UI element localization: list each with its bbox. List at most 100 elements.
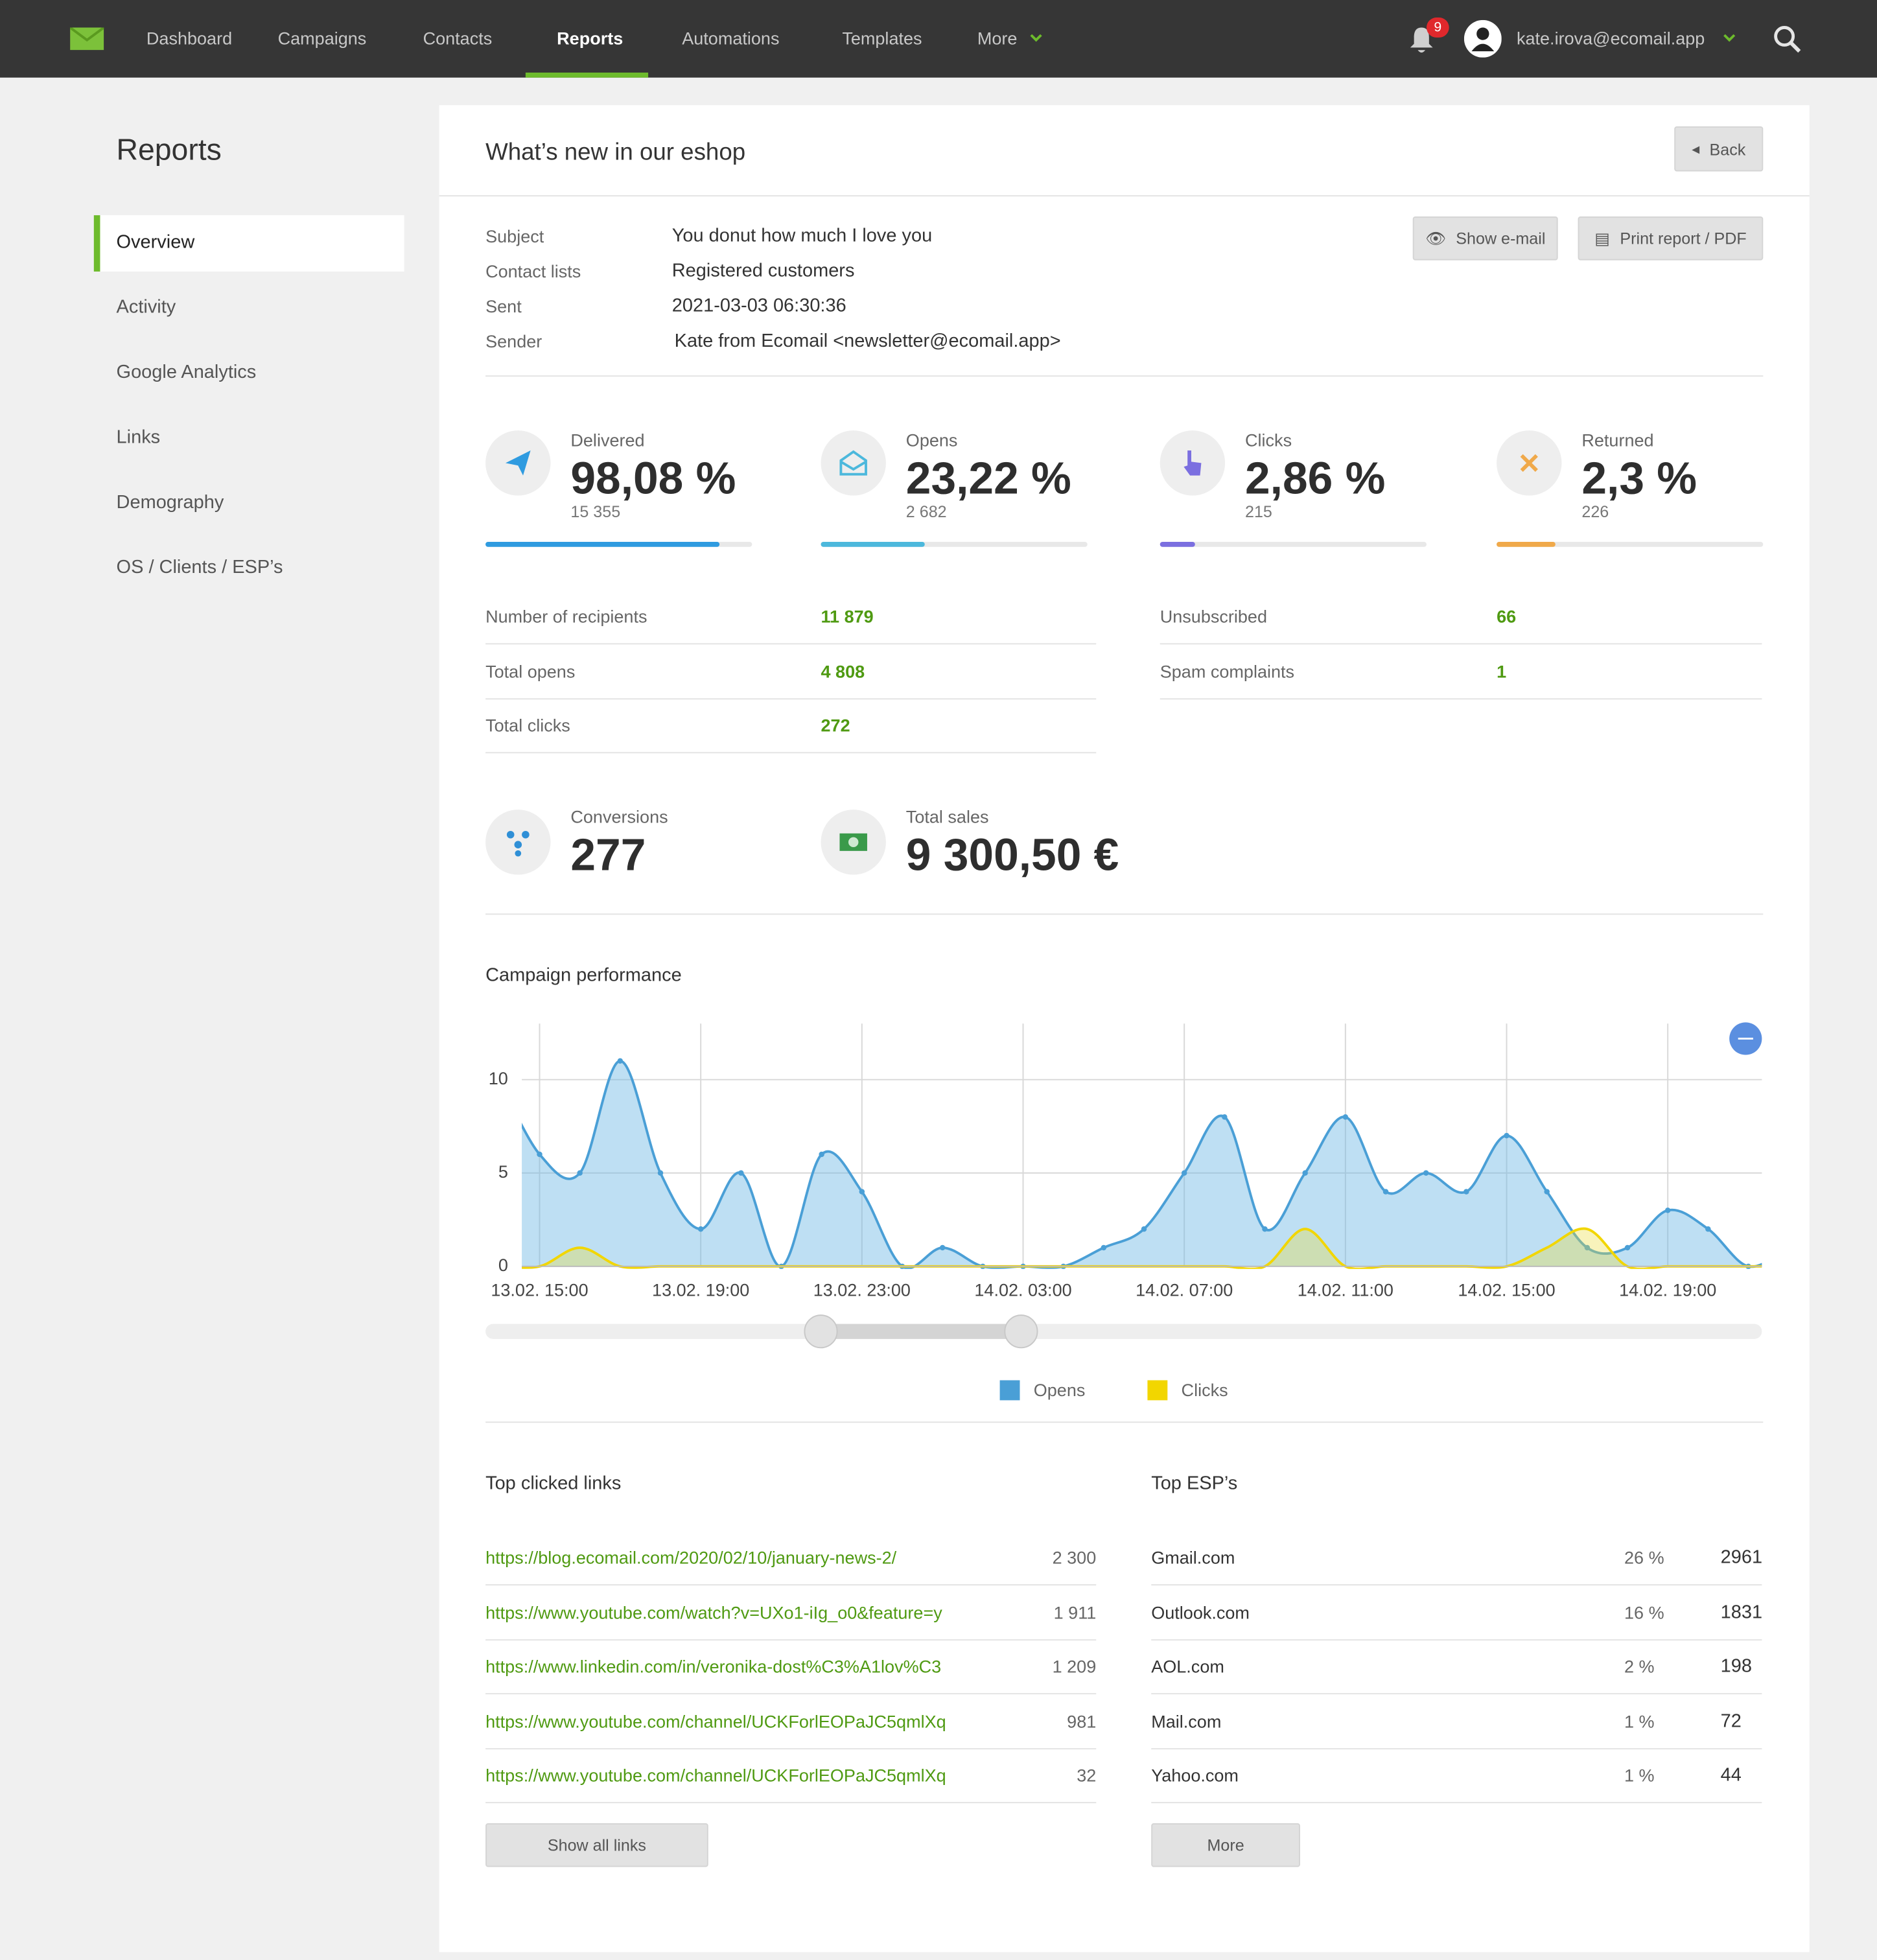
link-count: 2 300 [1052,1547,1097,1568]
link-url[interactable]: https://www.youtube.com/channel/UCKForlE… [485,1765,946,1786]
bell-icon[interactable] [1408,25,1435,55]
link-url[interactable]: https://blog.ecomail.com/2020/02/10/janu… [485,1547,897,1568]
search-icon[interactable] [1773,25,1803,55]
row-line [485,1584,1097,1586]
back-label: Back [1709,139,1746,159]
sidebar-item[interactable]: Links [116,426,161,449]
stat-label: Opens [905,430,958,450]
conversions-label: Conversions [570,806,668,827]
legend-label[interactable]: Clicks [1181,1379,1228,1400]
more-button[interactable]: More [1151,1823,1300,1867]
report-title: What’s new in our eshop [485,139,746,167]
range-handle[interactable] [804,1314,838,1349]
sidebar-item[interactable]: Overview [116,231,195,253]
print-button[interactable]: ▤ Print report / PDF [1578,216,1764,261]
stat-icon [821,430,886,496]
nav-item[interactable]: Automations [682,28,780,49]
data-point [1342,1114,1349,1120]
row-line [485,1693,1097,1695]
detail-value: You donut how much I love you [671,225,933,247]
legend-swatch[interactable] [1147,1380,1168,1401]
link-url[interactable]: https://www.youtube.com/channel/UCKForlE… [485,1710,946,1731]
stat-count: 226 [1581,502,1609,521]
data-point [1181,1170,1187,1176]
logo[interactable] [70,27,104,51]
nav-item[interactable]: Dashboard [146,28,233,49]
user-email[interactable]: kate.irova@ecomail.app [1516,28,1705,49]
stat-value: 2,86 % [1245,452,1386,504]
legend-label[interactable]: Opens [1033,1379,1086,1400]
link-url[interactable]: https://www.youtube.com/watch?v=UXo1-iIg… [485,1602,942,1622]
sales-icon [821,810,886,875]
notification-badge: 9 [1426,18,1449,38]
avatar[interactable] [1463,19,1502,58]
x-tick-label: 13.02. 15:00 [491,1281,588,1300]
data-point [819,1151,824,1158]
stat-icon [1497,430,1562,496]
range-handle[interactable] [1004,1314,1038,1349]
nav-item[interactable]: Campaigns [277,28,367,49]
chevron[interactable] [1029,32,1043,45]
esp-count: 72 [1720,1710,1742,1732]
stat-bar-track [821,541,1088,547]
links-title: Top clicked links [485,1473,622,1495]
sidebar-item[interactable]: Google Analytics [116,361,257,383]
data-point [1705,1226,1711,1232]
sidebar-item[interactable]: OS / Clients / ESP’s [116,557,283,578]
esp-count: 44 [1720,1764,1742,1786]
show-email-button[interactable]: 👁 Show e-mail [1412,216,1558,261]
stat-bar-track [1497,541,1764,547]
chevron[interactable] [1722,32,1737,45]
detail-label: Subject [485,226,544,246]
stat-bar [1497,541,1556,547]
back-button[interactable]: ◀ Back [1674,126,1764,172]
link-count: 981 [1067,1710,1097,1731]
stat-count: 15 355 [570,502,621,521]
data-point [657,1170,664,1176]
top-bar: 9 kate.irova@ecomail.app [0,0,1877,78]
x-tick-label: 14.02. 11:00 [1298,1281,1393,1300]
stat-bar [485,541,720,547]
sidebar-item[interactable]: Activity [116,296,176,318]
button-label: Print report / PDF [1620,229,1747,248]
data-point [859,1189,865,1195]
summary-value: 1 [1497,660,1507,681]
row-line [485,1747,1097,1749]
sales-label: Total sales [905,806,989,827]
nav-item[interactable]: Contacts [423,28,493,49]
stat-label: Returned [1581,430,1654,450]
chart-title: Campaign performance [485,964,682,986]
sidebar-item[interactable]: Demography [116,491,224,513]
data-point [738,1170,744,1176]
esp-count: 1831 [1720,1601,1763,1623]
detail-label: Contact lists [485,261,581,281]
esps-title: Top ESP’s [1151,1473,1238,1495]
y-tick-label: 10 [489,1069,508,1088]
stat-label: Delivered [570,430,645,450]
nav-item[interactable]: Templates [842,28,922,49]
x-tick-label: 14.02. 03:00 [974,1281,1071,1300]
link-url[interactable]: https://www.linkedin.com/in/veronika-dos… [485,1656,942,1677]
detail-value: Kate from Ecomail <newsletter@ecomail.ap… [674,330,1061,352]
summary-label: Spam complaints [1160,660,1295,681]
x-tick-label: 13.02. 23:00 [813,1281,911,1300]
stat-value: 23,22 % [905,452,1071,504]
sidebar-active [93,215,404,272]
data-point [537,1151,542,1158]
report-card [439,105,1810,1952]
row-line [1151,1584,1762,1586]
link-count: 32 [1077,1765,1097,1786]
divider [485,375,1764,377]
nav-item[interactable]: Reports [557,28,624,49]
nav-item[interactable]: More [977,28,1018,49]
y-tick-label: 5 [498,1162,508,1182]
show-all-links-button[interactable]: Show all links [485,1823,708,1867]
row-line [1151,1693,1762,1695]
data-point [1664,1208,1671,1213]
esp-share: 2 % [1624,1656,1655,1677]
conversions-icon [485,810,551,875]
legend-swatch[interactable] [999,1380,1020,1401]
summary-value: 272 [821,715,850,736]
esp-name: Gmail.com [1151,1547,1235,1568]
summary-label: Unsubscribed [1160,606,1268,627]
